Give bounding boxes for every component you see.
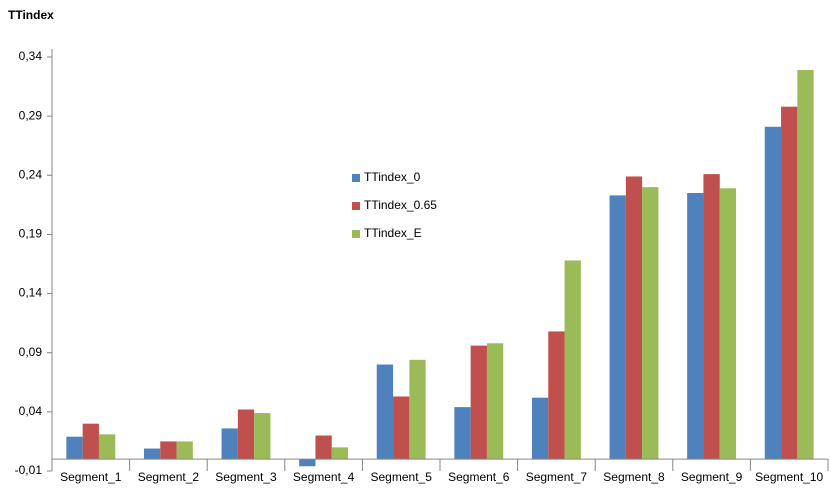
x-tick-label: Segment_3 <box>215 470 277 484</box>
bar <box>609 195 626 460</box>
legend-swatch <box>352 174 360 182</box>
legend-swatch <box>352 230 360 238</box>
y-tick-label: 0,34 <box>19 49 43 63</box>
bar <box>299 459 316 467</box>
bar <box>176 441 193 460</box>
y-tick-label: 0,19 <box>19 227 43 241</box>
x-tick-label: Segment_5 <box>371 470 433 484</box>
legend-label: TTindex_0.65 <box>364 198 437 212</box>
bar <box>687 193 704 460</box>
bar <box>548 331 565 460</box>
bar <box>486 343 504 460</box>
bar <box>764 126 782 460</box>
legend-swatch <box>352 202 360 210</box>
bar <box>625 176 643 460</box>
bar <box>703 174 720 460</box>
bar <box>409 359 426 460</box>
y-tick-label: 0,29 <box>19 108 43 122</box>
y-tick-label: -0,01 <box>15 463 43 477</box>
bar <box>470 345 487 460</box>
bar <box>237 409 255 460</box>
legend-label: TTindex_0 <box>364 170 421 184</box>
legend-label: TTindex_E <box>364 226 422 240</box>
bar <box>82 423 99 460</box>
bar <box>331 447 349 460</box>
x-tick-label: Segment_10 <box>755 470 823 484</box>
x-tick-label: Segment_9 <box>681 470 743 484</box>
bar <box>781 106 798 460</box>
bar <box>143 448 161 460</box>
bar <box>221 428 238 460</box>
bar <box>376 364 394 460</box>
x-tick-label: Segment_4 <box>293 470 355 484</box>
bar <box>719 188 737 460</box>
y-tick-label: 0,14 <box>19 286 43 300</box>
bar <box>393 396 410 460</box>
y-tick-label: 0,09 <box>19 345 43 359</box>
x-tick-label: Segment_6 <box>448 470 510 484</box>
bar <box>642 187 659 460</box>
y-tick-label: 0,24 <box>19 167 43 181</box>
x-tick-label: Segment_8 <box>603 470 665 484</box>
bar <box>315 435 332 460</box>
bar <box>254 413 271 460</box>
chart-title: TTindex <box>8 8 54 22</box>
x-tick-label: Segment_7 <box>526 470 588 484</box>
bar <box>454 407 471 460</box>
y-tick-label: 0,04 <box>19 404 43 418</box>
bar <box>797 70 814 460</box>
bar <box>66 436 83 460</box>
bar <box>564 260 581 460</box>
x-tick-label: Segment_2 <box>138 470 200 484</box>
bar <box>160 441 177 460</box>
x-tick-label: Segment_1 <box>60 470 122 484</box>
bar <box>98 434 116 460</box>
bar <box>531 397 549 460</box>
